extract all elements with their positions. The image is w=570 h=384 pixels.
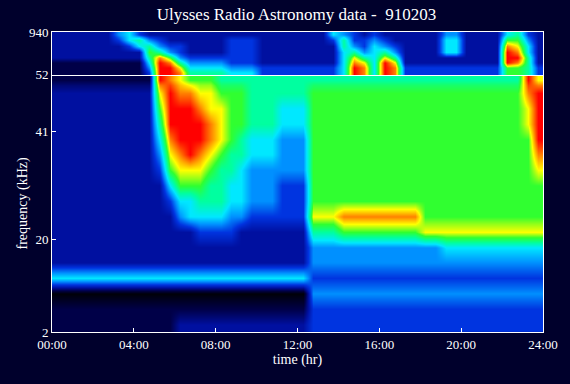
svg-text:08:00: 08:00 <box>201 337 231 352</box>
svg-text:2: 2 <box>42 325 49 340</box>
svg-text:24:00: 24:00 <box>528 337 558 352</box>
svg-text:Ulysses Radio Astronomy data -: Ulysses Radio Astronomy data - 910203 <box>157 5 437 24</box>
svg-text:20:00: 20:00 <box>446 337 476 352</box>
svg-text:04:00: 04:00 <box>119 337 149 352</box>
svg-text:41: 41 <box>35 124 48 139</box>
svg-text:12:00: 12:00 <box>283 337 313 352</box>
svg-text:940: 940 <box>29 25 49 40</box>
svg-text:time (hr): time (hr) <box>273 352 323 368</box>
svg-text:16:00: 16:00 <box>365 337 395 352</box>
svg-text:20: 20 <box>35 232 48 247</box>
svg-text:52: 52 <box>35 67 48 82</box>
svg-text:00:00: 00:00 <box>37 337 67 352</box>
svg-text:frequency (kHz): frequency (kHz) <box>15 157 31 249</box>
